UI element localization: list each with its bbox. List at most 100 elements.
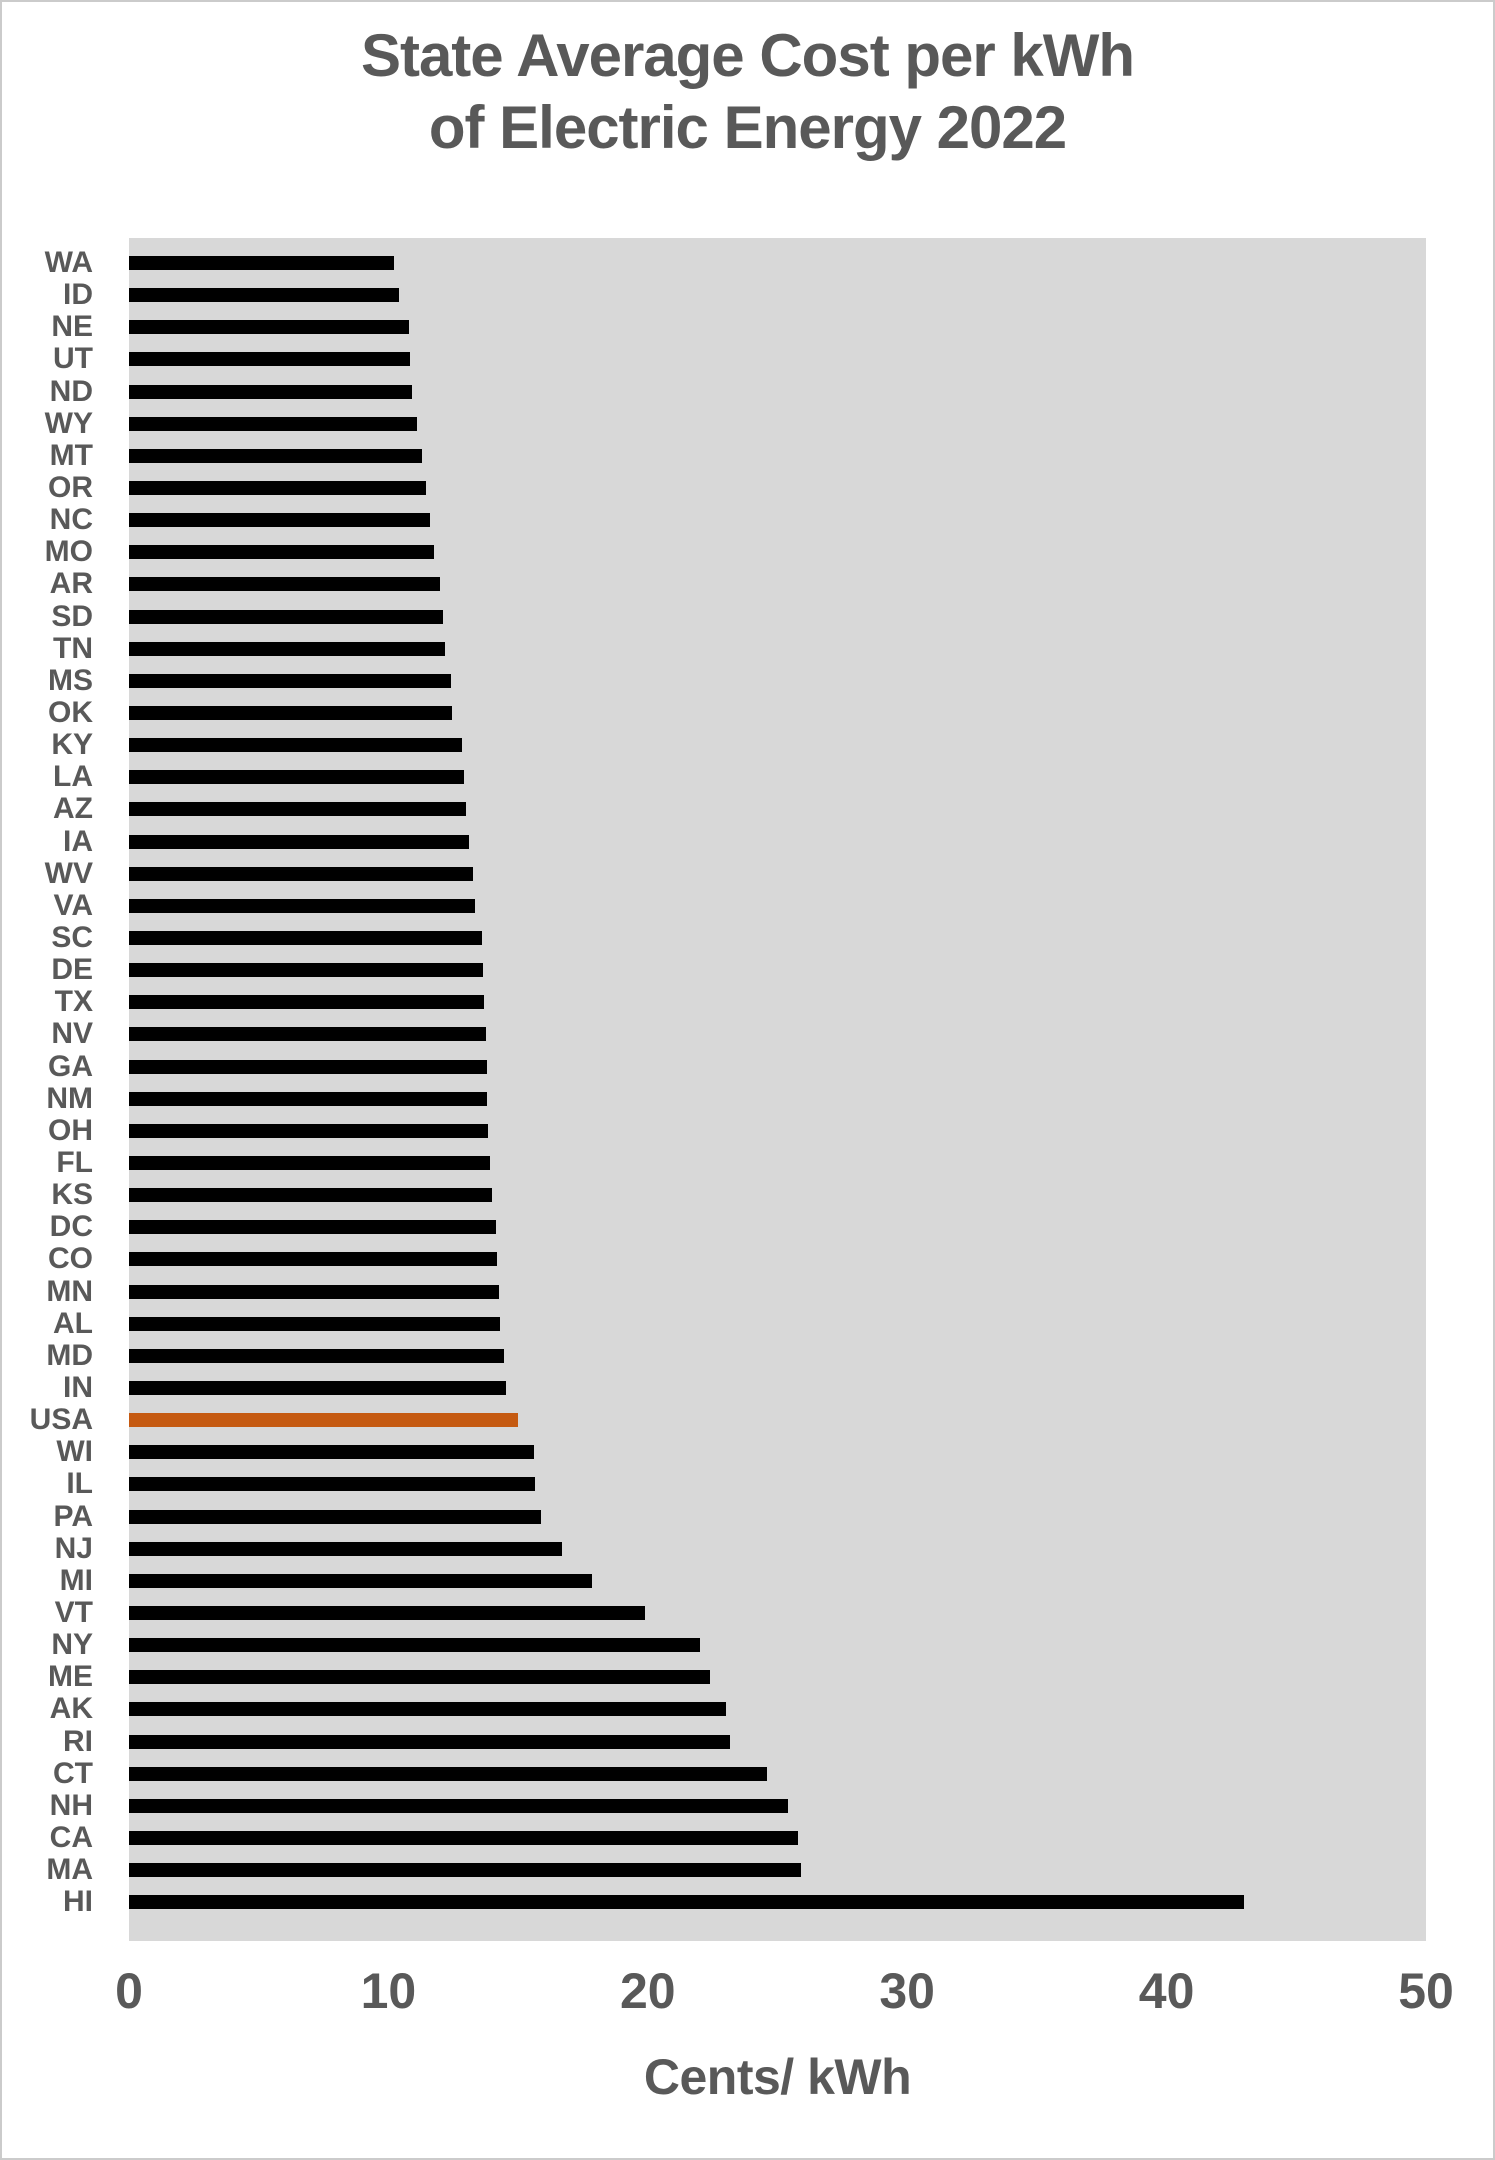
category-label: AK bbox=[49, 1692, 93, 1726]
bar-row: KY bbox=[2, 729, 1426, 761]
bar bbox=[129, 706, 452, 721]
bar-row: MA bbox=[2, 1854, 1426, 1886]
bar bbox=[129, 1895, 1245, 1910]
bar-row: ND bbox=[2, 374, 1426, 408]
bar bbox=[129, 1605, 646, 1620]
bar-row: IA bbox=[2, 825, 1426, 858]
bar-row: USA bbox=[2, 1404, 1426, 1436]
bar-row: NM bbox=[2, 1081, 1426, 1115]
bar bbox=[129, 1541, 563, 1556]
category-label: NH bbox=[49, 1788, 93, 1822]
category-label: LA bbox=[53, 760, 93, 794]
bar bbox=[129, 1380, 507, 1395]
bar-row: CO bbox=[2, 1243, 1426, 1275]
x-tick-label: 30 bbox=[879, 1963, 935, 2019]
bar bbox=[129, 1445, 534, 1460]
chart-title-line2: of Electric Energy 2022 bbox=[428, 94, 1067, 161]
x-tick-label: 20 bbox=[619, 1963, 676, 2019]
bar-row: OH bbox=[2, 1114, 1426, 1147]
bar-row: OR bbox=[2, 472, 1426, 504]
bar-row: NY bbox=[2, 1629, 1426, 1661]
bar-row: VA bbox=[2, 889, 1426, 922]
chart-title: State Average Cost per kWh of Electric E… bbox=[2, 20, 1493, 164]
category-label: WY bbox=[44, 406, 93, 440]
category-label: WV bbox=[44, 856, 93, 890]
bar-row: CA bbox=[2, 1821, 1426, 1854]
bar-row: NC bbox=[2, 504, 1426, 536]
bar bbox=[129, 1027, 486, 1042]
bar bbox=[129, 545, 434, 560]
bar-row: AR bbox=[2, 568, 1426, 600]
bar-row: AZ bbox=[2, 793, 1426, 825]
bar bbox=[129, 770, 464, 785]
category-label: MI bbox=[59, 1563, 93, 1597]
category-label: NJ bbox=[54, 1531, 93, 1565]
bar-row: DE bbox=[2, 954, 1426, 986]
category-label: CT bbox=[53, 1756, 93, 1790]
category-label: ND bbox=[49, 374, 93, 408]
bar bbox=[129, 1830, 799, 1845]
bar-row: SD bbox=[2, 600, 1426, 633]
category-label: WA bbox=[44, 246, 93, 280]
category-label: TX bbox=[54, 985, 93, 1019]
category-label: NV bbox=[51, 1017, 93, 1051]
bar bbox=[129, 1123, 489, 1138]
bar-row: MI bbox=[2, 1563, 1426, 1597]
bar-row: MT bbox=[2, 439, 1426, 472]
bar-row: ID bbox=[2, 279, 1426, 311]
category-label: USA bbox=[29, 1403, 93, 1437]
category-label: CO bbox=[48, 1242, 93, 1276]
category-label: MD bbox=[46, 1338, 93, 1372]
bar bbox=[129, 1252, 498, 1267]
bar-row: KS bbox=[2, 1179, 1426, 1211]
bar-row: WA bbox=[2, 247, 1426, 279]
x-tick-label: 40 bbox=[1138, 1963, 1195, 2019]
bar bbox=[129, 577, 441, 592]
bar-row: MO bbox=[2, 536, 1426, 568]
bar bbox=[129, 1798, 788, 1813]
bar-row: MS bbox=[2, 664, 1426, 697]
category-label: NM bbox=[46, 1081, 93, 1115]
bar bbox=[129, 738, 463, 753]
bar-row: LA bbox=[2, 761, 1426, 793]
bar bbox=[129, 448, 423, 463]
category-label: MN bbox=[46, 1274, 93, 1308]
category-label: UT bbox=[53, 342, 93, 376]
bar bbox=[129, 1863, 801, 1878]
bar bbox=[129, 1220, 497, 1235]
bar-row: WI bbox=[2, 1436, 1426, 1468]
bar bbox=[129, 866, 473, 881]
bar bbox=[129, 256, 394, 271]
bar-row: SC bbox=[2, 922, 1426, 954]
x-tick-label: 50 bbox=[1398, 1963, 1454, 2019]
bar-row: MD bbox=[2, 1338, 1426, 1372]
bar-row: GA bbox=[2, 1050, 1426, 1083]
category-label: HI bbox=[63, 1885, 93, 1919]
category-label: VT bbox=[54, 1595, 93, 1629]
x-tick-label: 0 bbox=[115, 1963, 143, 2019]
category-label: PA bbox=[53, 1499, 93, 1533]
bar-row: CT bbox=[2, 1756, 1426, 1790]
bar-row: IL bbox=[2, 1468, 1426, 1500]
category-label: KS bbox=[51, 1178, 93, 1212]
bar-row: NE bbox=[2, 311, 1426, 343]
bar bbox=[129, 320, 410, 335]
category-label: AL bbox=[53, 1306, 93, 1340]
category-label: AR bbox=[49, 567, 93, 601]
bar bbox=[129, 1734, 730, 1749]
bar bbox=[129, 931, 482, 946]
category-label: MO bbox=[44, 535, 93, 569]
category-label: AZ bbox=[53, 792, 93, 826]
bar bbox=[129, 802, 467, 817]
category-label: RI bbox=[63, 1724, 93, 1758]
bar bbox=[129, 1702, 726, 1717]
bar-row: NJ bbox=[2, 1531, 1426, 1565]
bar bbox=[129, 1509, 542, 1524]
category-label: FL bbox=[56, 1146, 93, 1179]
bar bbox=[129, 1766, 768, 1781]
bar-row: DC bbox=[2, 1211, 1426, 1243]
bar-row: HI bbox=[2, 1886, 1426, 1918]
bar-row: AK bbox=[2, 1693, 1426, 1725]
bar-row: AL bbox=[2, 1306, 1426, 1340]
